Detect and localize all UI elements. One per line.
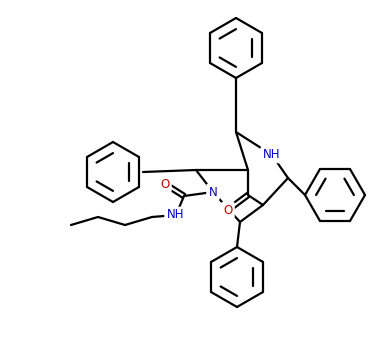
- Text: O: O: [223, 203, 233, 217]
- Text: NH: NH: [263, 148, 281, 162]
- Text: O: O: [223, 203, 233, 217]
- Text: N: N: [208, 185, 217, 199]
- Text: N: N: [208, 185, 218, 199]
- Text: O: O: [160, 177, 170, 191]
- Text: NH: NH: [167, 209, 185, 221]
- Text: NH: NH: [262, 148, 282, 162]
- Text: NH: NH: [166, 209, 186, 221]
- Text: O: O: [160, 177, 169, 191]
